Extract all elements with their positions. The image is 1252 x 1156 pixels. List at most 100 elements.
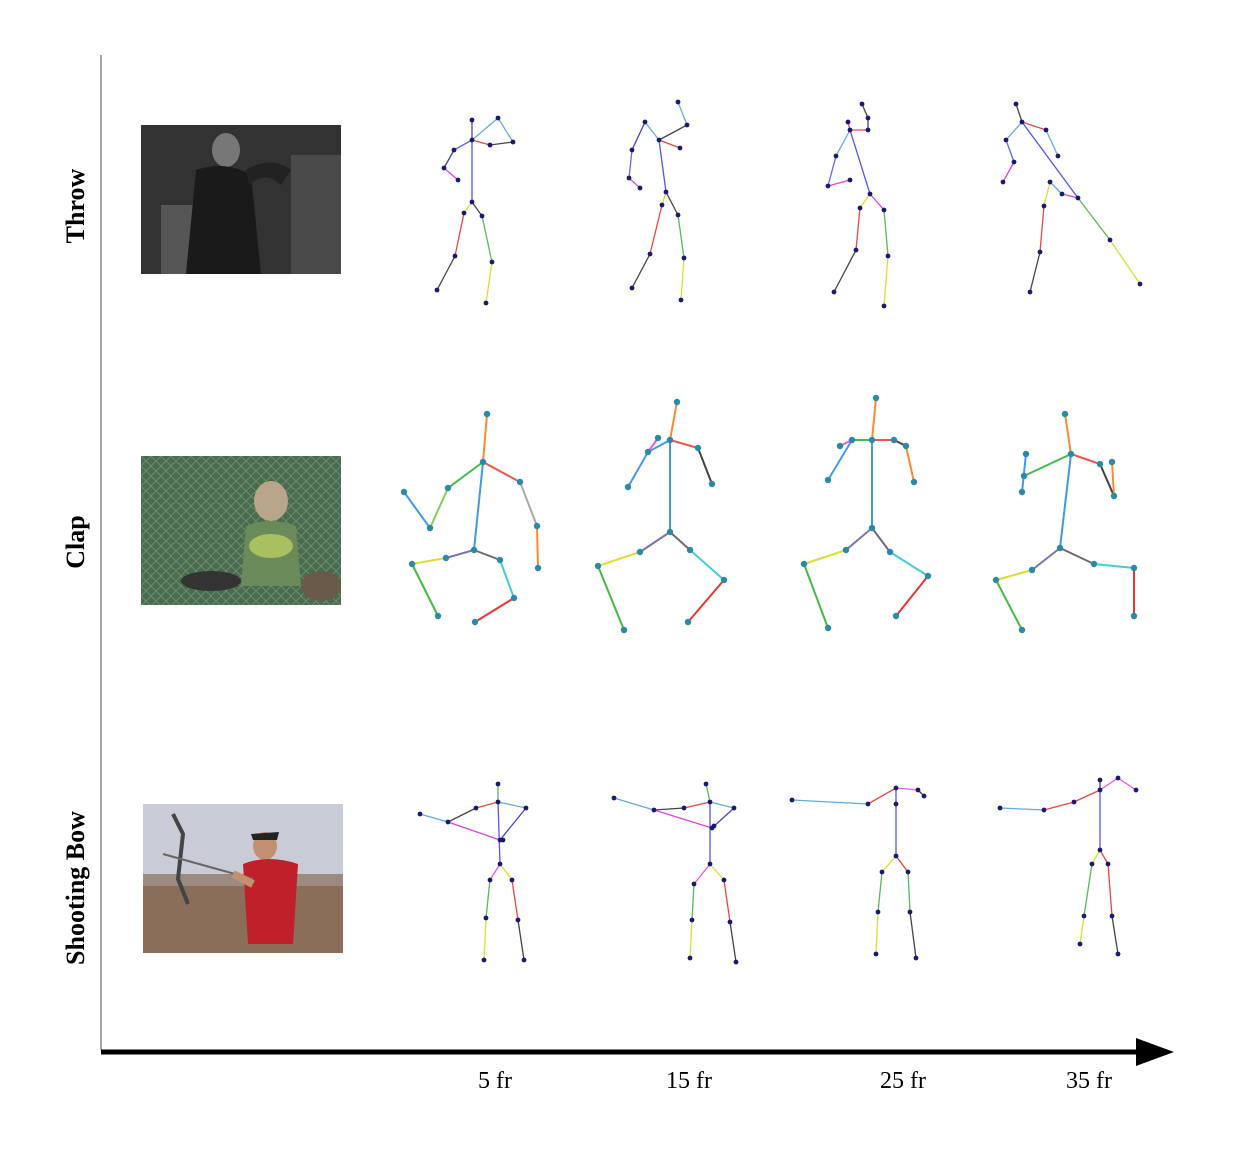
joint (893, 801, 899, 807)
joint (847, 177, 853, 183)
joint (1043, 127, 1049, 133)
joint (510, 594, 518, 602)
bone (499, 559, 515, 599)
joint (1018, 488, 1026, 496)
joint (1018, 626, 1026, 634)
thumbnail-clap (141, 456, 341, 605)
joint (865, 801, 871, 807)
skeleton-clap-frame-2 (594, 398, 728, 634)
bone (644, 121, 660, 141)
bone (883, 255, 889, 307)
joint (1090, 560, 1098, 568)
joint (1110, 492, 1118, 500)
joint (848, 436, 856, 444)
bone (481, 215, 493, 263)
bone (1059, 453, 1072, 549)
joint (875, 909, 881, 915)
joint (881, 207, 887, 213)
joint (1097, 777, 1103, 783)
joint (859, 101, 865, 107)
bone (1107, 863, 1113, 917)
joint (684, 122, 690, 128)
bone (803, 549, 847, 565)
joint (594, 562, 602, 570)
joint (1107, 237, 1113, 243)
joint (879, 869, 885, 875)
bone (691, 883, 695, 921)
joint (865, 115, 871, 121)
bone (471, 117, 499, 141)
frame-label-25: 25 fr (880, 1068, 926, 1094)
bone (1043, 801, 1075, 811)
bone (871, 527, 891, 553)
joint (686, 546, 694, 554)
joint (673, 398, 681, 406)
joint (824, 476, 832, 484)
joint (865, 127, 871, 133)
bone (1083, 863, 1093, 917)
joint (656, 137, 662, 143)
bone (845, 527, 873, 551)
joint (824, 624, 832, 632)
bone (1064, 413, 1072, 455)
joint (620, 626, 628, 634)
joint (442, 554, 450, 562)
joint (629, 147, 635, 153)
bone (677, 214, 685, 259)
bone (1073, 789, 1101, 803)
joint (681, 805, 687, 811)
joint (636, 548, 644, 556)
joint (1011, 159, 1017, 165)
joint (400, 488, 408, 496)
joint (479, 458, 487, 466)
bone (907, 871, 911, 913)
bone (1059, 547, 1095, 565)
joint (500, 837, 506, 843)
bone (1039, 205, 1045, 253)
bone (687, 579, 725, 623)
bone (855, 207, 861, 251)
frame-label-5: 5 fr (478, 1068, 512, 1094)
skeleton-clap-frame-4 (992, 410, 1138, 634)
bone (613, 797, 655, 811)
joint (1096, 460, 1104, 468)
joint (1137, 281, 1143, 287)
bone (1099, 849, 1109, 865)
bone (647, 439, 671, 453)
bone (475, 801, 499, 809)
bone (639, 531, 671, 553)
bone (499, 863, 513, 881)
joint (534, 564, 542, 572)
joint (1081, 913, 1087, 919)
bone (631, 253, 651, 289)
joint (868, 524, 876, 532)
bone (680, 257, 685, 301)
joint (445, 819, 451, 825)
joint (1071, 799, 1077, 805)
bone (489, 141, 514, 146)
joint (867, 191, 873, 197)
joint (691, 881, 697, 887)
joint (868, 436, 876, 444)
bone (1045, 129, 1059, 157)
joint (1020, 472, 1028, 480)
joint (487, 142, 493, 148)
bone (1043, 181, 1051, 207)
bone (1077, 197, 1111, 241)
bone (995, 569, 1033, 581)
bone (1005, 139, 1015, 163)
bone (1111, 915, 1119, 955)
joint (441, 165, 447, 171)
joint (533, 522, 541, 530)
bone (627, 451, 649, 488)
joint (1027, 289, 1033, 295)
joint (516, 478, 524, 486)
joint (684, 618, 692, 626)
joint (1133, 787, 1139, 793)
bone (869, 193, 885, 211)
bone (471, 139, 491, 146)
joint (800, 560, 808, 568)
joint (845, 119, 851, 125)
joint (703, 781, 709, 787)
